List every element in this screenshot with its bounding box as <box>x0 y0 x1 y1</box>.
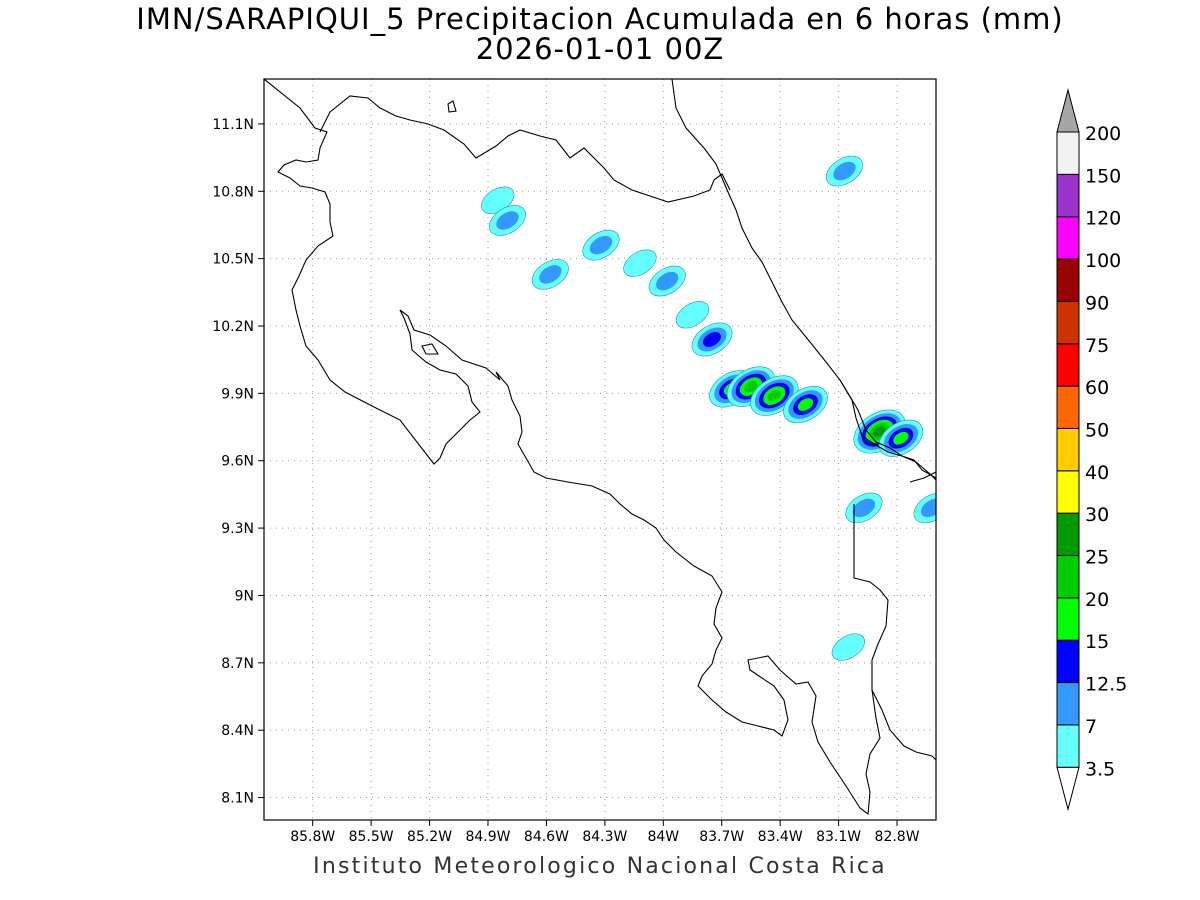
precip-contour <box>852 498 876 518</box>
colorbar-label: 200 <box>1085 123 1121 145</box>
precip-contour <box>623 249 657 277</box>
colorbar-label: 50 <box>1085 419 1109 441</box>
colorbar-swatch <box>1056 300 1080 345</box>
precip-contour <box>744 380 758 393</box>
lon-tick-label: 85.8W <box>290 829 335 845</box>
longitude-axis: 85.8W 85.5W 85.2W 84.9W 84.6W 84.3W 84W 83.7W 83… <box>290 820 920 845</box>
lake-fragment <box>447 100 457 113</box>
nicoya-island <box>421 343 439 355</box>
colorbar-label: 30 <box>1085 504 1109 526</box>
precip-contour <box>893 431 909 445</box>
precip-contour <box>539 265 562 284</box>
lat-tick-label: 9.3N <box>221 521 254 537</box>
colorbar-label: 40 <box>1085 462 1109 484</box>
lat-tick-label: 10.8N <box>212 184 254 200</box>
colorbar-label: 12.5 <box>1085 674 1127 696</box>
lat-tick-label: 9.6N <box>221 454 254 470</box>
precip-contour <box>767 389 782 402</box>
lat-tick-label: 9.9N <box>221 386 254 402</box>
latitude-axis: 8.1N 8.4N 8.7N 9N 9.3N 9.6N 9.9N 10.2N 10.5N 10.8… <box>212 117 264 807</box>
lon-tick-label: 85.5W <box>349 829 394 845</box>
lat-tick-label: 8.4N <box>221 723 254 739</box>
precip-contour <box>655 271 679 291</box>
colorbar-swatches <box>1056 88 1080 812</box>
map-datetime: 2026-01-01 00Z <box>475 32 725 66</box>
lat-tick-label: 10.5N <box>212 252 254 268</box>
lon-tick-label: 83.4W <box>758 829 803 845</box>
lon-tick-label: 82.8W <box>875 829 920 845</box>
colorbar-label: 60 <box>1085 377 1109 399</box>
precip-contour <box>589 235 613 255</box>
lon-tick-label: 84W <box>647 829 679 845</box>
coastlines-borders <box>264 79 936 816</box>
precip-contour <box>496 211 519 230</box>
nicaragua-border <box>319 95 731 203</box>
precip-contour <box>833 161 856 181</box>
pacific-coastline <box>264 79 889 816</box>
colorbar-swatch <box>1056 216 1080 260</box>
colorbar-label: 120 <box>1085 208 1121 230</box>
precipitation-field <box>481 155 936 661</box>
lat-tick-label: 8.7N <box>221 656 254 672</box>
colorbar-swatch <box>1056 258 1080 302</box>
colorbar-label: 75 <box>1085 335 1109 357</box>
precip-contour <box>797 398 814 411</box>
colorbar-swatch <box>1056 343 1080 387</box>
lon-tick-label: 84.6W <box>524 829 569 845</box>
colorbar-swatch <box>1056 470 1080 514</box>
map-frame <box>263 78 937 821</box>
lon-tick-label: 85.2W <box>407 829 452 845</box>
lon-tick-label: 84.3W <box>582 829 627 845</box>
colorbar-swatch <box>1056 639 1080 684</box>
colorbar-label: 150 <box>1085 165 1121 187</box>
chiriqui-coast <box>871 689 936 761</box>
panama-border <box>839 379 936 483</box>
colorbar-label: 20 <box>1085 589 1109 611</box>
precip-contour <box>920 498 936 518</box>
map-background <box>264 79 936 820</box>
colorbar-swatch <box>1056 512 1080 557</box>
precip-contour <box>831 633 865 661</box>
colorbar-label: 7 <box>1085 716 1097 738</box>
colorbar-swatch <box>1056 682 1080 726</box>
colorbar-min-arrow <box>1056 766 1080 812</box>
footer-credit: Instituto Meteorologico Nacional Costa R… <box>313 854 887 879</box>
colorbar-labels: 3.5 7 12.5 15 20 25 30 40 50 60 75 90 100 120 150 200 <box>1085 123 1127 780</box>
lat-tick-label: 10.2N <box>212 319 254 335</box>
colorbar-swatch <box>1056 427 1080 472</box>
lat-tick-label: 9N <box>235 588 254 604</box>
colorbar-swatch <box>1056 173 1080 218</box>
colorbar-label: 100 <box>1085 250 1121 272</box>
precip-contour <box>675 301 710 329</box>
precip-contour <box>703 332 721 347</box>
lon-tick-label: 83.7W <box>699 829 744 845</box>
lon-tick-label: 84.9W <box>465 829 510 845</box>
lon-tick-label: 83.1W <box>816 829 861 845</box>
colorbar-swatch <box>1056 555 1080 599</box>
map-title: IMN/SARAPIQUI_5 Precipitacion Acumulada … <box>136 2 1064 36</box>
colorbar-swatch <box>1056 131 1080 175</box>
colorbar-swatch <box>1056 597 1080 641</box>
colorbar-label: 90 <box>1085 292 1109 314</box>
colorbar-max-arrow <box>1056 88 1080 133</box>
colorbar-swatch <box>1056 385 1080 429</box>
colorbar-label: 15 <box>1085 631 1109 653</box>
lat-tick-label: 8.1N <box>221 791 254 807</box>
lat-tick-label: 11.1N <box>212 117 254 133</box>
colorbar-label: 25 <box>1085 547 1109 569</box>
colorbar-label: 3.5 <box>1085 758 1115 780</box>
caribbean-coastline <box>671 79 936 481</box>
colorbar-swatch <box>1056 724 1080 768</box>
